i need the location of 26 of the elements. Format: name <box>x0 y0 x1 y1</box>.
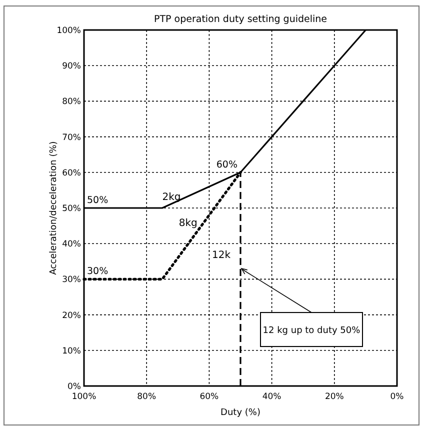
y-tick-label: 80% <box>62 97 81 108</box>
y-tick-label: 0% <box>68 382 81 392</box>
series-label: 12k <box>212 250 231 261</box>
annotation: 50% <box>87 195 108 206</box>
y-tick-label: 50% <box>62 204 81 214</box>
y-tick-label: 100% <box>56 26 81 36</box>
annotation: 60% <box>216 159 238 170</box>
y-tick-label: 90% <box>62 62 81 72</box>
y-tick-label: 40% <box>62 240 81 250</box>
y-tick-label: 10% <box>62 346 81 356</box>
y-tick-label: 20% <box>62 310 81 321</box>
y-tick-label: 30% <box>62 275 81 286</box>
x-tick-label: 40% <box>262 392 282 402</box>
x-tick-label: 80% <box>137 392 156 402</box>
annotation: 30% <box>87 266 108 278</box>
x-axis-title: Duty (%) <box>220 408 260 418</box>
y-tick-label: 70% <box>62 132 81 143</box>
x-tick-label: 20% <box>324 392 344 402</box>
y-tick-label: 60% <box>62 168 81 178</box>
x-tick-label: 0% <box>390 392 404 402</box>
chart-title: PTP operation duty setting guideline <box>154 14 328 25</box>
y-axis-title: Acceleration/deceleration (%) <box>49 141 59 275</box>
x-tick-label: 60% <box>200 392 219 402</box>
series-label: 8kg <box>178 218 198 229</box>
x-tick-label: 100% <box>72 392 96 402</box>
annotation: 12 kg up to duty 50% <box>262 326 361 336</box>
